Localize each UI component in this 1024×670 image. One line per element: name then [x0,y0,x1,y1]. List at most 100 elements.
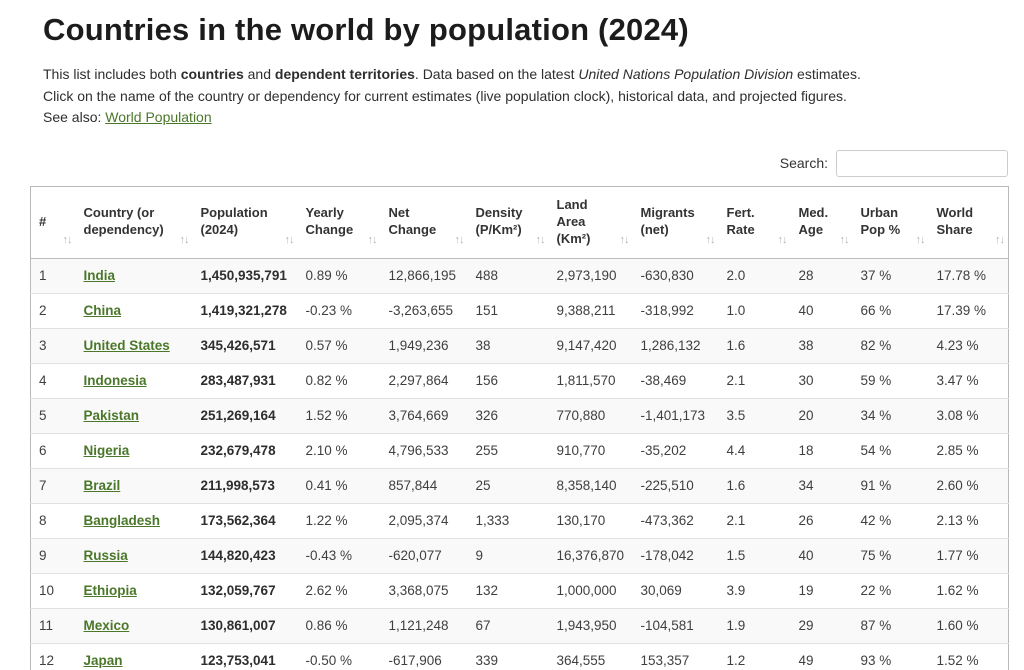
country-link[interactable]: Mexico [83,618,130,633]
intro-part: This list includes both [43,66,181,82]
column-label: World Share [936,205,974,237]
sort-icon[interactable]: ↑↓ [284,233,295,246]
cell-rank: 12 [30,643,76,670]
search-input[interactable] [836,149,1008,177]
table-row: 6 Nigeria 232,679,478 2.10 % 4,796,533 255 910… [30,433,1009,469]
cell-net_change: 3,368,075 [380,573,468,609]
country-link[interactable]: China [83,303,122,318]
country-link[interactable]: Bangladesh [83,513,161,528]
cell-rank: 9 [30,538,76,574]
cell-population: 173,562,364 [192,503,298,539]
cell-urban_pop: 37 % [852,258,929,294]
table-head: # ↑↓ Country (or dependency) ↑↓ Population (… [30,186,1009,259]
cell-fert_rate: 1.6 [718,328,791,364]
world-population-link[interactable]: World Population [105,109,212,125]
column-header-country[interactable]: Country (or dependency) ↑↓ [75,186,193,259]
sort-icon[interactable]: ↑↓ [777,233,788,246]
cell-land_area: 1,000,000 [548,573,633,609]
sort-icon[interactable]: ↑↓ [62,233,73,246]
cell-land_area: 364,555 [548,643,633,670]
cell-density: 1,333 [467,503,549,539]
cell-fert_rate: 3.9 [718,573,791,609]
sort-icon[interactable]: ↑↓ [179,233,190,246]
cell-med_age: 19 [790,573,853,609]
cell-world_share: 1.60 % [928,608,1009,644]
cell-country: Mexico [75,608,193,644]
search-bar: Search: [30,149,1008,177]
country-link[interactable]: Brazil [83,478,121,493]
cell-world_share: 1.52 % [928,643,1009,670]
cell-land_area: 9,388,211 [548,293,633,329]
sort-icon[interactable]: ↑↓ [705,233,716,246]
cell-urban_pop: 54 % [852,433,929,469]
cell-land_area: 2,973,190 [548,258,633,294]
column-header-med_age[interactable]: Med. Age ↑↓ [790,186,853,259]
column-header-land_area[interactable]: Land Area (Km²) ↑↓ [548,186,633,259]
search-label: Search: [779,155,828,171]
column-label: Country (or dependency) [83,205,164,237]
table-row: 7 Brazil 211,998,573 0.41 % 857,844 25 8,358,1… [30,468,1009,504]
column-label: Urban Pop % [860,205,901,237]
cell-density: 326 [467,398,549,434]
cell-net_change: -620,077 [380,538,468,574]
cell-fert_rate: 2.0 [718,258,791,294]
country-link[interactable]: India [83,268,116,283]
intro-part: estimates. [793,66,861,82]
column-header-yearly_change[interactable]: Yearly Change ↑↓ [297,186,381,259]
column-header-fert_rate[interactable]: Fert. Rate ↑↓ [718,186,791,259]
country-link[interactable]: Nigeria [83,443,130,458]
column-header-urban_pop[interactable]: Urban Pop % ↑↓ [852,186,929,259]
cell-fert_rate: 1.2 [718,643,791,670]
sort-icon[interactable]: ↑↓ [535,233,546,246]
cell-migrants: -104,581 [632,608,719,644]
cell-net_change: 3,764,669 [380,398,468,434]
sort-icon[interactable]: ↑↓ [915,233,926,246]
country-link[interactable]: Japan [83,653,123,668]
country-link[interactable]: Russia [83,548,128,563]
column-header-migrants[interactable]: Migrants (net) ↑↓ [632,186,719,259]
cell-rank: 4 [30,363,76,399]
cell-density: 38 [467,328,549,364]
cell-migrants: -1,401,173 [632,398,719,434]
cell-density: 9 [467,538,549,574]
country-link[interactable]: United States [83,338,170,353]
cell-world_share: 4.23 % [928,328,1009,364]
cell-urban_pop: 93 % [852,643,929,670]
cell-yearly_change: 0.41 % [297,468,381,504]
sort-icon[interactable]: ↑↓ [839,233,850,246]
column-header-world_share[interactable]: World Share ↑↓ [928,186,1009,259]
cell-yearly_change: 0.86 % [297,608,381,644]
sort-icon[interactable]: ↑↓ [367,233,378,246]
cell-rank: 2 [30,293,76,329]
sort-icon[interactable]: ↑↓ [619,233,630,246]
country-link[interactable]: Pakistan [83,408,140,423]
country-link[interactable]: Indonesia [83,373,147,388]
see-also-label: See also: [43,109,106,125]
cell-yearly_change: 1.52 % [297,398,381,434]
cell-urban_pop: 42 % [852,503,929,539]
column-header-population[interactable]: Population (2024) ↑↓ [192,186,298,259]
cell-population: 132,059,767 [192,573,298,609]
cell-yearly_change: 0.82 % [297,363,381,399]
cell-country: Russia [75,538,193,574]
cell-urban_pop: 91 % [852,468,929,504]
cell-net_change: 2,297,864 [380,363,468,399]
intro-italic-un-population-division: United Nations Population Division [578,66,794,82]
sort-icon[interactable]: ↑↓ [995,233,1005,246]
column-header-density[interactable]: Density (P/Km²) ↑↓ [467,186,549,259]
cell-urban_pop: 59 % [852,363,929,399]
cell-fert_rate: 2.1 [718,363,791,399]
cell-world_share: 1.77 % [928,538,1009,574]
sort-icon[interactable]: ↑↓ [454,233,465,246]
intro-part: and [243,66,275,82]
column-header-net_change[interactable]: Net Change ↑↓ [380,186,468,259]
cell-population: 1,419,321,278 [192,293,298,329]
cell-rank: 1 [30,258,76,294]
cell-fert_rate: 2.1 [718,503,791,539]
country-link[interactable]: Ethiopia [83,583,137,598]
cell-land_area: 9,147,420 [548,328,633,364]
column-header-rank[interactable]: # ↑↓ [30,186,76,259]
cell-yearly_change: 2.10 % [297,433,381,469]
table-row: 12 Japan 123,753,041 -0.50 % -617,906 339 364,… [30,643,1009,670]
